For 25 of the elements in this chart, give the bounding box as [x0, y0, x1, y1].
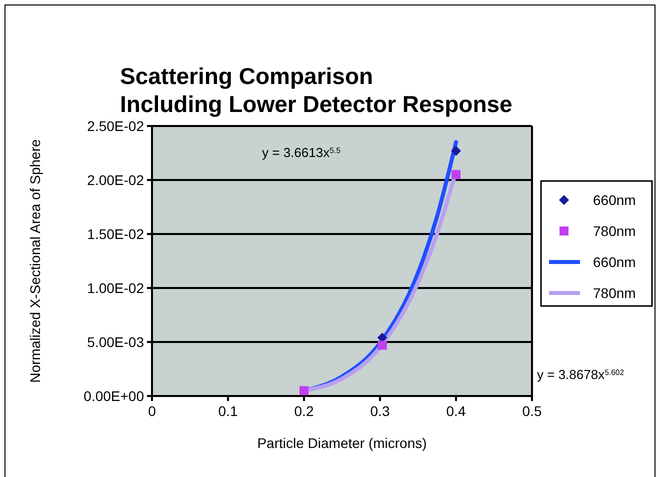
x-tick-label: 0.4: [446, 403, 466, 419]
x-tick-label: 0.5: [522, 403, 542, 419]
y-tick-label: 1.50E-02: [87, 226, 144, 242]
point: [452, 170, 460, 180]
chart-title: Scattering Comparison Including Lower Detector Response: [120, 63, 512, 117]
y-tick-label: 2.00E-02: [87, 172, 144, 188]
legend-label: 660nm: [593, 254, 636, 270]
point: [451, 146, 461, 156]
y-tick-label: 0.00E+00: [84, 388, 144, 404]
x-tick-label: 0.1: [218, 403, 238, 419]
text: y = 3.8678x$^{5.602}$: [537, 367, 624, 382]
y-tick-label: 2.50E-02: [87, 118, 144, 134]
y-tick-label: 5.00E-03: [87, 334, 144, 350]
annotation: y = 3.6613x$^{5.5}$: [262, 145, 342, 160]
y-axis-title: Normalized X-Sectional Area of Sphere: [27, 139, 43, 383]
point: [300, 386, 308, 396]
x-tick-label: 0: [148, 403, 156, 419]
x-tick-label: 0.3: [370, 403, 390, 419]
y-tick-label: 1.00E-02: [87, 280, 144, 296]
point: [378, 340, 387, 350]
x-axis-title: Particle Diameter (microns): [257, 435, 427, 451]
x-tick-label: 0.2: [294, 403, 314, 419]
legend-label: 780nm: [593, 222, 636, 239]
legend-label: 660nm: [593, 192, 636, 208]
legend-label: 780nm: [593, 284, 636, 301]
